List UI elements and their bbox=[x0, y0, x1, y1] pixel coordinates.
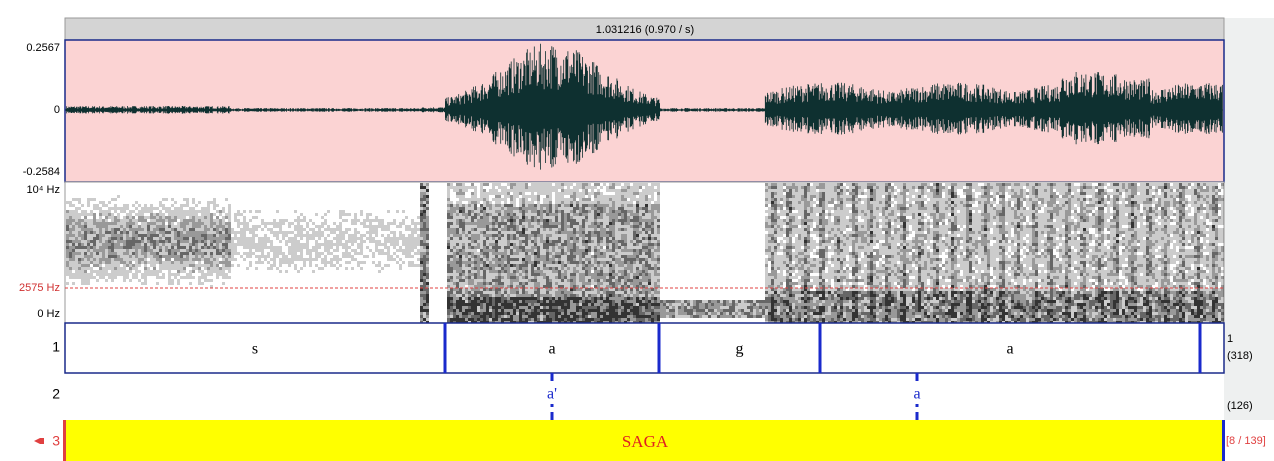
tier-1[interactable] bbox=[65, 323, 1224, 373]
waveform-zero: 0 bbox=[54, 104, 60, 116]
tier-right-label: (318) bbox=[1227, 350, 1253, 362]
interval-label[interactable]: SAGA bbox=[622, 432, 669, 451]
spectrogram-min: 0 Hz bbox=[37, 308, 60, 320]
interval-boundary[interactable] bbox=[444, 323, 447, 373]
interval-label[interactable]: a bbox=[548, 341, 555, 358]
tier-right-label: [8 / 139] bbox=[1226, 435, 1266, 447]
textgrid-editor: 1.031216 (0.970 / s) 0.2567 0 -0.2584 10… bbox=[0, 0, 1274, 461]
time-header: 1.031216 (0.970 / s) bbox=[596, 24, 694, 36]
point-label[interactable]: a bbox=[913, 386, 920, 403]
tier-edge bbox=[63, 420, 66, 461]
interval-label[interactable]: s bbox=[252, 341, 258, 358]
spectrogram-max: 10⁴ Hz bbox=[27, 184, 60, 196]
interval-label[interactable]: g bbox=[736, 341, 744, 358]
point-label[interactable]: a' bbox=[547, 386, 557, 403]
interval-boundary[interactable] bbox=[1199, 323, 1202, 373]
waveform-min: -0.2584 bbox=[23, 166, 60, 178]
interval-boundary[interactable] bbox=[819, 323, 822, 373]
tier-number: 2 bbox=[52, 386, 60, 402]
tier-edge bbox=[1222, 420, 1225, 461]
tier-number: 1 bbox=[52, 339, 60, 355]
spectrogram-cursor: 2575 Hz bbox=[19, 282, 60, 294]
tier-right-label: 1 bbox=[1227, 333, 1233, 345]
tier-number: 3 bbox=[52, 433, 60, 449]
waveform-max: 0.2567 bbox=[26, 42, 60, 54]
interval-label[interactable]: a bbox=[1006, 341, 1013, 358]
tier-right-label: (126) bbox=[1227, 400, 1253, 412]
interval-boundary[interactable] bbox=[658, 323, 661, 373]
